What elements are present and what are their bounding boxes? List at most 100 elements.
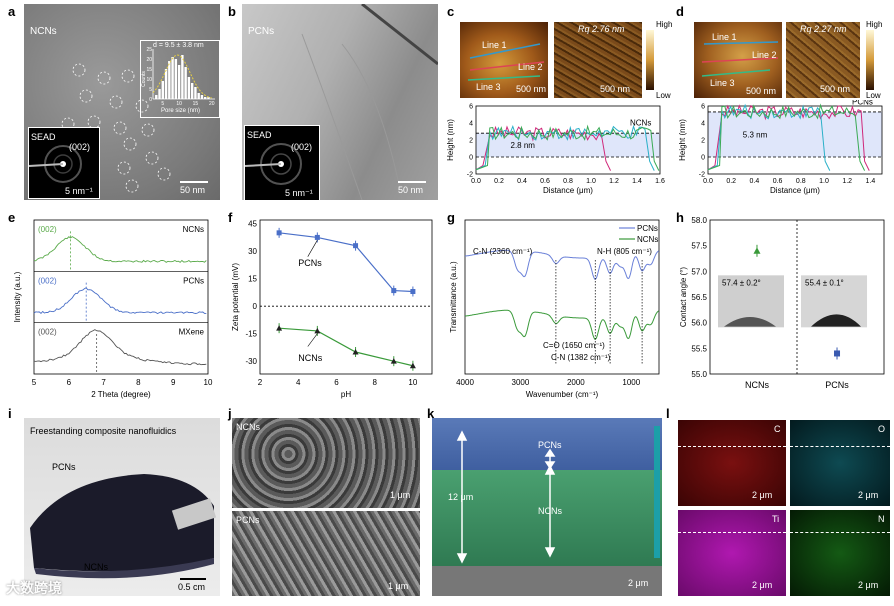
ftir-x-tick: 1000 — [622, 378, 640, 387]
xrd-trace — [33, 236, 207, 263]
histogram-label: d = 9.5 ± 3.8 nm — [153, 42, 204, 49]
hist-bar — [177, 65, 181, 99]
panel-c-afm-phase: Rq 2.76 nm 500 nm — [554, 22, 642, 98]
panel-l-n-scale: 2 μm — [858, 580, 879, 590]
profile-line — [475, 124, 655, 171]
xrd-x-tick: 7 — [101, 378, 106, 387]
xrd-y-label: Intensity (a.u.) — [13, 271, 22, 322]
panel-a-title: NCNs — [30, 26, 57, 37]
profile-x-tick: 1.2 — [842, 178, 852, 185]
profile-x-tick: 0.4 — [517, 178, 527, 185]
afm-c-line2: Line 2 — [518, 62, 543, 72]
panel-d-afm-phase: Rq 2.27 nm 500 nm — [786, 22, 860, 98]
panel-l-map-n: N 2 μm — [790, 510, 890, 596]
panel-j-sem-bottom: PCNs 1 μm — [232, 511, 420, 596]
panel-d-high: High — [866, 20, 883, 29]
hist-bar — [190, 83, 194, 99]
angle-point — [753, 247, 761, 254]
afm-d-scale2: 500 nm — [820, 84, 851, 94]
profile-y-label: Height (nm) — [446, 119, 455, 161]
panel-a-sead-label: SEAD — [31, 132, 56, 142]
profile-sample: NCNs — [630, 119, 651, 128]
zeta-point — [390, 358, 397, 364]
panel-l-ti-label: Ti — [772, 514, 780, 524]
hist-bar — [158, 89, 161, 99]
afm-c-line3: Line 3 — [476, 82, 501, 92]
panel-a-sead-scale: 5 nm⁻¹ — [65, 186, 93, 196]
panel-d-letter: d — [676, 4, 684, 19]
ftir-ann-cn: C-N (2360 cm⁻¹) — [473, 247, 533, 256]
zeta-point — [391, 288, 397, 294]
hist-bar — [204, 97, 207, 99]
profile-x-label: Distance (μm) — [543, 186, 593, 195]
profile-y-tick: 0 — [469, 155, 473, 162]
xrd-peak-label: (002) — [38, 225, 57, 234]
hist-y-tick: 25 — [146, 47, 152, 53]
panel-e-letter: e — [8, 210, 16, 225]
profile-x-tick: 0.8 — [563, 178, 573, 185]
panel-e-xrd-chart: (002) NCNs (002) PCNs (002) MXene 5 6 7 8 9 10 2 The… — [13, 219, 213, 399]
profile-y-tick: -2 — [699, 172, 705, 179]
hist-x-tick: 20 — [209, 101, 215, 107]
ftir-x-tick: 3000 — [512, 378, 530, 387]
ftir-x-tick: 4000 — [456, 378, 474, 387]
xrd-trace — [33, 329, 207, 366]
profile-sample: PCNs — [852, 100, 873, 106]
profile-x-tick: 0.6 — [540, 178, 550, 185]
xrd-peak-label: (002) — [38, 328, 57, 337]
hist-y-tick: 20 — [146, 57, 152, 63]
profile-band — [476, 133, 660, 157]
hist-bar — [161, 81, 164, 99]
panel-j-sem-top: NCNs 1 μm — [232, 418, 420, 508]
profile-x-tick: 0.0 — [471, 178, 481, 185]
ftir-ann-co: C=O (1650 cm⁻¹) — [543, 341, 605, 350]
ftir-trace — [464, 249, 659, 280]
hist-bar — [155, 95, 158, 99]
pore-circles — [61, 63, 171, 193]
panel-b-scale: 50 nm — [398, 185, 424, 195]
zeta-x-label: pH — [341, 390, 351, 399]
profile-frame — [707, 105, 883, 175]
hist-bar — [181, 55, 184, 99]
profile-y-label: Height (nm) — [678, 119, 687, 161]
ftir-trace — [464, 309, 659, 340]
profile-x-tick: 1.0 — [586, 178, 596, 185]
hist-bar — [207, 97, 210, 99]
panel-g-ftir-chart: PCNs NCNs C-N (2360 cm⁻¹) N-H (805 cm⁻¹) C=O… — [449, 219, 660, 399]
panel-d-colorbar — [866, 30, 874, 90]
panel-j-top-label: NCNs — [236, 422, 260, 432]
angle-y-tick: 56.5 — [691, 293, 707, 302]
xrd-x-tick: 8 — [136, 378, 141, 387]
zeta-y-tick: 45 — [248, 220, 257, 229]
zeta-x-tick: 6 — [334, 378, 339, 387]
panel-b-title: PCNs — [248, 26, 275, 37]
panel-l-c-scale: 2 μm — [752, 490, 773, 500]
profile-x-tick: 1.2 — [609, 178, 619, 185]
profile-x-tick: 0.0 — [703, 178, 713, 185]
panel-c-high: High — [656, 20, 673, 29]
angle-y-tick: 56.0 — [691, 319, 707, 328]
panel-j-scale1: 1 μm — [390, 490, 411, 500]
angle-droplet-ncns — [724, 316, 776, 327]
zeta-y-tick: 15 — [248, 275, 257, 284]
ftir-legend-ncns: NCNs — [637, 235, 658, 244]
hist-x-tick: 10 — [176, 101, 182, 107]
xrd-x-label: 2 Theta (degree) — [91, 390, 151, 399]
watermark: 大数跨境 — [6, 580, 62, 596]
xrd-x-tick: 6 — [67, 378, 72, 387]
angle-category: PCNs — [825, 380, 849, 390]
profile-y-tick: 0 — [701, 155, 705, 162]
zeta-x-tick: 4 — [296, 378, 301, 387]
hist-x-tick: 5 — [161, 101, 164, 107]
zeta-x-tick: 2 — [258, 378, 263, 387]
hist-bar — [200, 95, 204, 99]
panel-l-map-ti: Ti 2 μm — [678, 510, 786, 596]
ftir-legend-pcns: PCNs — [637, 224, 658, 233]
ftir-x-tick: 2000 — [567, 378, 585, 387]
profile-y-tick: 4 — [469, 121, 473, 128]
hist-bar — [187, 77, 191, 99]
hist-y-tick: 15 — [146, 67, 152, 73]
zeta-y-tick: -30 — [245, 357, 257, 366]
profile-y-tick: 2 — [701, 138, 705, 145]
ftir-ann-cn2: C-N (1382 cm⁻¹) — [551, 353, 611, 362]
